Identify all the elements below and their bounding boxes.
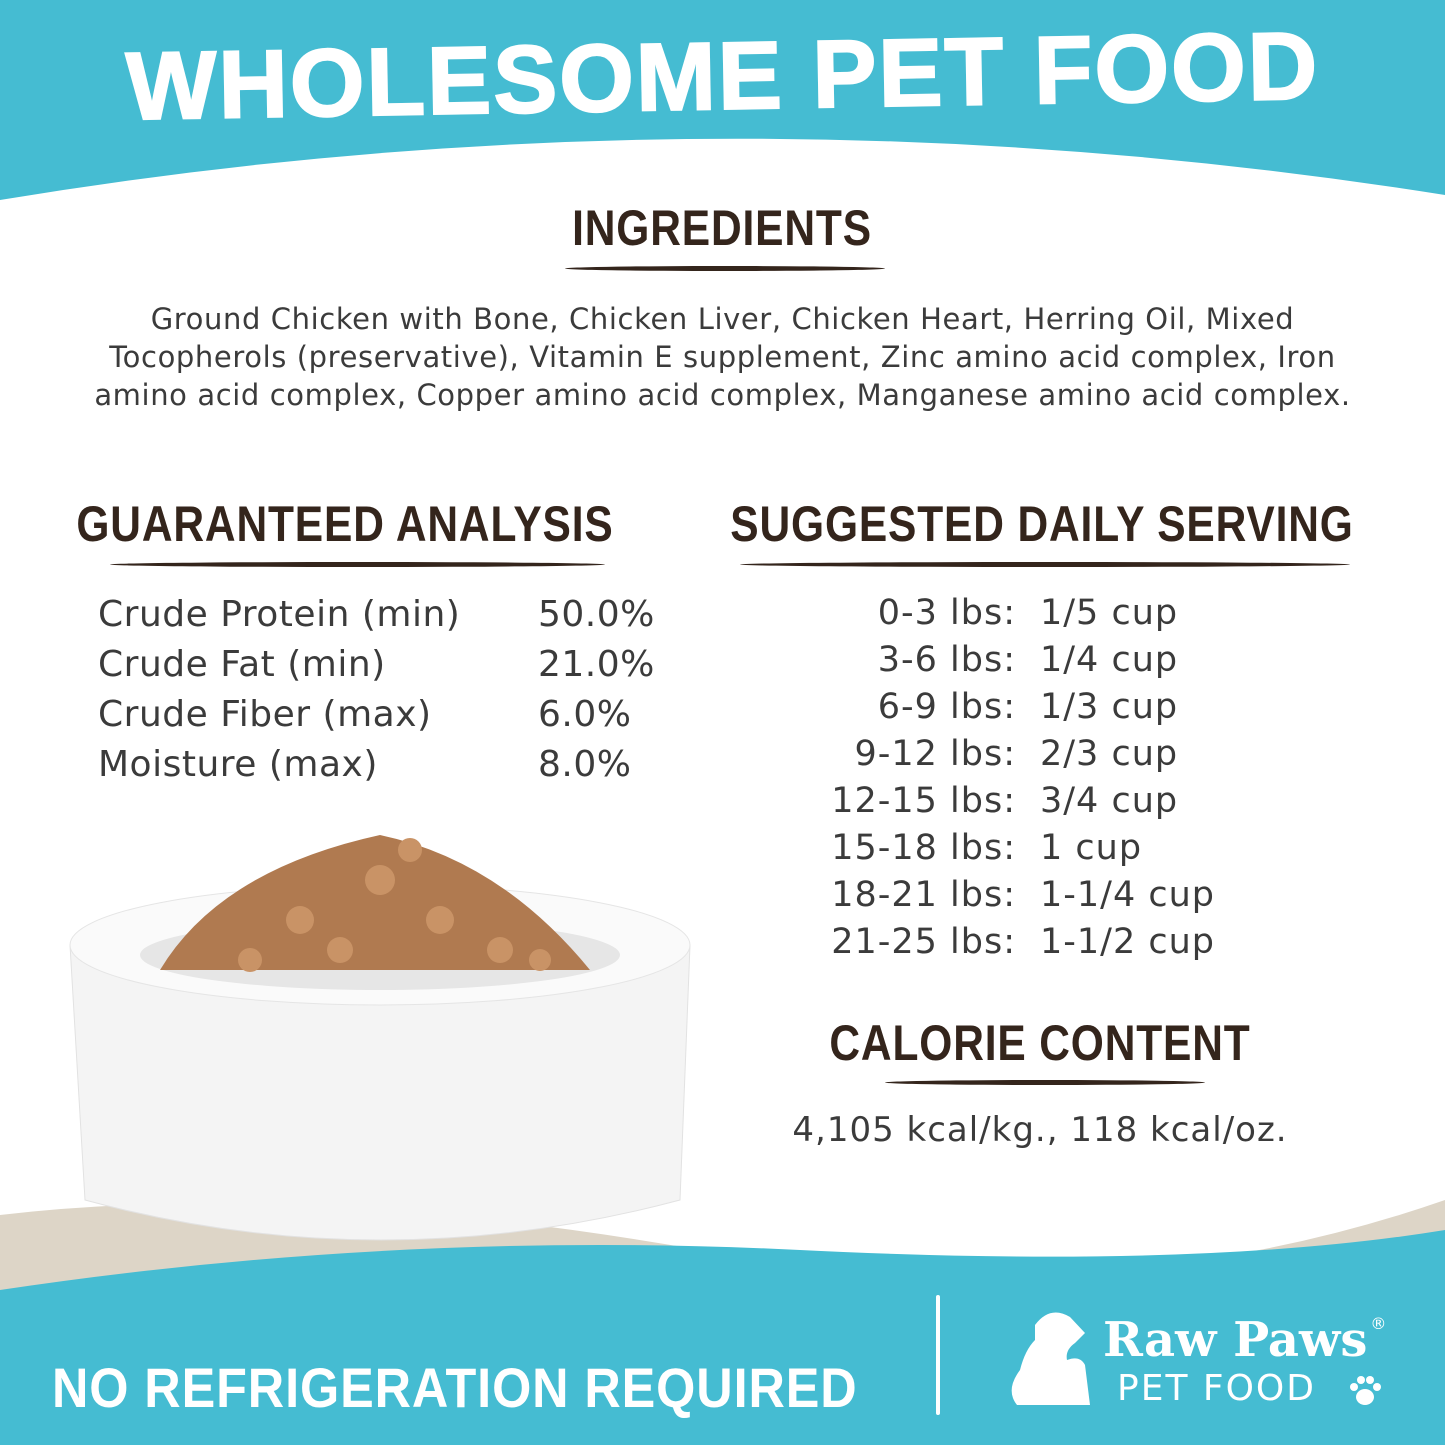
serving-weight: 9-12 lbs: [854, 734, 1016, 774]
serving-weight: 18-21 lbs: [831, 875, 1016, 915]
analysis-label: Crude Protein (min) [98, 594, 461, 635]
brand-subtitle: PET FOOD [1117, 1368, 1316, 1409]
analysis-value: 8.0% [538, 744, 632, 785]
ingredients-text: Ground Chicken with Bone, Chicken Liver,… [94, 302, 1351, 412]
footer-divider [936, 1295, 940, 1415]
serving-amount: 1-1/4 cup [1040, 875, 1215, 915]
serving-row: 18-21 lbs: 1-1/4 cup [760, 872, 1215, 919]
brand-name-line: Raw Paws ® [1103, 1312, 1386, 1368]
serving-amount: 1/4 cup [1040, 640, 1179, 680]
serving-amount: 3/4 cup [1040, 781, 1179, 821]
analysis-label: Moisture (max) [98, 744, 378, 785]
analysis-row: Moisture (max) 8.0% [98, 740, 655, 790]
analysis-label: Crude Fiber (max) [98, 694, 432, 735]
header-banner [0, 0, 1445, 200]
ingredients-rule [565, 266, 885, 271]
serving-row: 12-15 lbs: 3/4 cup [760, 778, 1215, 825]
calorie-text: 4,105 kcal/kg., 118 kcal/oz. [792, 1110, 1288, 1150]
serving-weight: 21-25 lbs: [831, 922, 1016, 962]
serving-amount: 2/3 cup [1040, 734, 1179, 774]
analysis-value: 50.0% [538, 594, 655, 635]
serving-row: 0-3 lbs: 1/5 cup [760, 590, 1215, 637]
serving-row: 21-25 lbs: 1-1/2 cup [760, 919, 1215, 966]
analysis-row: Crude Protein (min) 50.0% [98, 590, 655, 640]
analysis-label: Crude Fat (min) [98, 644, 386, 685]
serving-amount: 1/5 cup [1040, 593, 1179, 633]
analysis-rule [110, 562, 605, 567]
serving-row: 15-18 lbs: 1 cup [760, 825, 1215, 872]
analysis-heading: GUARANTEED ANALYSIS [76, 496, 614, 552]
serving-weight: 3-6 lbs: [877, 640, 1016, 680]
analysis-table: Crude Protein (min) 50.0% Crude Fat (min)… [98, 590, 655, 790]
food-bowl-image [69, 835, 691, 1241]
footer-tagline: NO REFRIGERATION REQUIRED [52, 1356, 858, 1419]
serving-weight: 12-15 lbs: [831, 781, 1016, 821]
serving-amount: 1 cup [1040, 828, 1143, 868]
brand-name: Raw Paws [1103, 1312, 1368, 1368]
serving-rule [740, 562, 1350, 567]
analysis-value: 21.0% [538, 644, 655, 685]
calorie-rule [885, 1080, 1205, 1085]
serving-amount: 1/3 cup [1040, 687, 1179, 727]
serving-table: 0-3 lbs: 1/5 cup 3-6 lbs: 1/4 cup 6-9 lbs:… [760, 590, 1215, 966]
analysis-row: Crude Fiber (max) 6.0% [98, 690, 655, 740]
calorie-heading: CALORIE CONTENT [829, 1015, 1251, 1071]
registered-mark: ® [1370, 1314, 1387, 1333]
serving-row: 9-12 lbs: 2/3 cup [760, 731, 1215, 778]
dog-cat-silhouette-icon [1011, 1312, 1090, 1405]
serving-weight: 6-9 lbs: [877, 687, 1016, 727]
serving-weight: 15-18 lbs: [831, 828, 1016, 868]
ingredients-heading: INGREDIENTS [572, 200, 872, 256]
analysis-row: Crude Fat (min) 21.0% [98, 640, 655, 690]
serving-row: 6-9 lbs: 1/3 cup [760, 684, 1215, 731]
serving-weight: 0-3 lbs: [877, 593, 1016, 633]
serving-amount: 1-1/2 cup [1040, 922, 1215, 962]
serving-row: 3-6 lbs: 1/4 cup [760, 637, 1215, 684]
paw-icon [1350, 1376, 1381, 1405]
serving-heading: SUGGESTED DAILY SERVING [730, 496, 1354, 552]
analysis-value: 6.0% [538, 694, 632, 735]
